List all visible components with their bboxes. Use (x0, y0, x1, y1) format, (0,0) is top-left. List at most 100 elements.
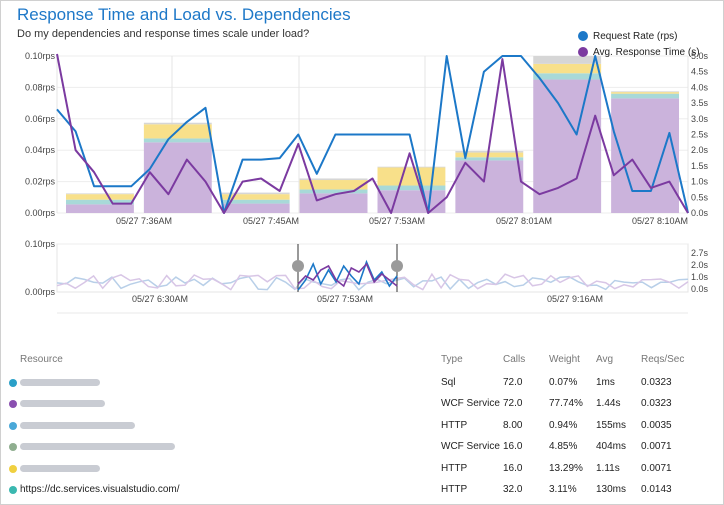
y-tick-label-right: 1.5s (691, 161, 709, 171)
overview-x-tick-label: 05/27 7:53AM (317, 294, 373, 304)
cell-type: WCF Service (441, 398, 500, 410)
y-tick-label-left: 0.04rps (25, 145, 56, 155)
cell-reqs: 0.0323 (641, 377, 672, 388)
cell-type: HTTP (441, 462, 468, 474)
bar-segment-yellow (221, 194, 290, 200)
bar-segment-purple (533, 79, 602, 213)
bar-segment-purple (455, 160, 524, 213)
main-y-axis-right: 5.0s 4.5s 4.0s 3.5s 3.0s 2.5s 2.0s 1.5s 1.0s 0.5s… (691, 51, 709, 218)
cell-reqs: 0.0071 (641, 462, 672, 474)
resource-color-dot-icon (9, 486, 17, 494)
bar-segment-grey (533, 56, 602, 64)
table-row[interactable]: Sql 72.0 0.07% 1ms 0.0323 (0, 373, 724, 393)
page-subtitle: Do my dependencies and response times sc… (17, 28, 310, 40)
table-row[interactable]: HTTP 16.0 13.29% 1.11s 0.0071 (0, 459, 724, 479)
table-row[interactable]: WCF Service 16.0 4.85% 404ms 0.0071 (0, 437, 724, 457)
bar-segment-teal (533, 73, 602, 80)
overview-y-tick-left: 0.00rps (25, 287, 56, 297)
series-line-response-time (56, 53, 689, 214)
y-tick-label-right: 1.0s (691, 177, 709, 187)
legend-dot-icon (578, 31, 588, 41)
col-header-calls[interactable]: Calls (503, 354, 526, 365)
cell-avg: 1ms (596, 377, 615, 388)
cell-reqs: 0.0143 (641, 484, 672, 495)
cell-resource: https://dc.services.visualstudio.com/ (20, 484, 180, 495)
bar-group (66, 193, 134, 213)
cell-weight: 13.29% (549, 462, 583, 474)
bar-segment-yellow (299, 180, 368, 190)
overview-y-tick-left: 0.10rps (25, 239, 56, 249)
redacted-resource-name (20, 379, 100, 386)
cell-weight: 77.74% (549, 398, 583, 410)
overview-x-axis: 05/27 6:30AM 05/27 7:53AM 05/27 9:16AM (132, 294, 603, 304)
redacted-resource-name (20, 400, 105, 408)
y-tick-label-right: 2.0s (691, 145, 709, 155)
cell-calls: 16.0 (503, 441, 523, 453)
cell-resource (20, 394, 105, 410)
overview-chart[interactable]: 0.10rps 0.00rps 2.7s 2.0s 1.0s 0.0s 05/27 6:… (0, 236, 724, 316)
overview-x-tick-label: 05/27 6:30AM (132, 294, 188, 304)
resource-color-dot-icon (9, 379, 17, 387)
overview-request-rate-faded (56, 275, 689, 291)
range-handle-right-icon[interactable] (391, 260, 403, 272)
col-header-type[interactable]: Type (441, 354, 463, 365)
cell-resource (20, 416, 135, 432)
legend-label: Avg. Response Time (s) (593, 46, 700, 58)
bar-segment-yellow (66, 194, 134, 200)
y-tick-label-right: 3.0s (691, 114, 709, 124)
redacted-resource-name (20, 443, 175, 451)
bar-segment-teal (611, 93, 679, 99)
overview-y-tick-right: 0.0s (691, 284, 709, 294)
y-tick-label-left: 0.02rps (25, 177, 56, 187)
y-tick-label-right: 0.5s (691, 192, 709, 202)
legend-item-request-rate[interactable]: Request Rate (rps) (578, 28, 700, 44)
page-title: Response Time and Load vs. Dependencies (17, 5, 351, 24)
legend: Request Rate (rps) Avg. Response Time (s… (578, 28, 700, 60)
col-header-avg[interactable]: Avg (596, 354, 614, 365)
table-header: Resource Type Calls Weight Avg Reqs/Sec (0, 354, 724, 370)
range-handle-left-icon[interactable] (292, 260, 304, 272)
table-row[interactable]: HTTP 8.00 0.94% 155ms 0.0035 (0, 416, 724, 436)
y-tick-label-left: 0.08rps (25, 82, 56, 92)
bar-segment-purple (66, 204, 134, 213)
bar-segment-teal (299, 189, 368, 194)
cell-type: HTTP (441, 419, 468, 431)
resource-color-dot-icon (9, 443, 17, 452)
col-header-weight[interactable]: Weight (549, 354, 580, 365)
cell-weight: 3.11% (549, 484, 577, 495)
bar-segment-teal (455, 157, 524, 161)
bar-segment-grey (143, 122, 212, 125)
overview-y-tick-right: 2.0s (691, 260, 709, 270)
cell-resource (20, 437, 175, 453)
x-tick-label: 05/27 7:53AM (369, 216, 425, 226)
cell-type: Sql (441, 377, 456, 388)
cell-reqs: 0.0035 (641, 419, 672, 431)
col-header-reqs[interactable]: Reqs/Sec (641, 354, 685, 365)
x-tick-label: 05/27 8:10AM (632, 216, 688, 226)
resource-color-dot-icon (9, 400, 17, 409)
bar-segment-yellow (455, 152, 524, 158)
main-chart[interactable]: 0.10rps 0.08rps 0.06rps 0.04rps 0.02rps 0.00r… (0, 0, 724, 240)
cell-calls: 72.0 (503, 377, 523, 388)
table-row[interactable]: https://dc.services.visualstudio.com/HTT… (0, 480, 724, 500)
cell-avg: 404ms (596, 441, 627, 453)
overview-selected-response-time (297, 262, 398, 288)
cell-weight: 0.07% (549, 377, 578, 388)
legend-label: Request Rate (rps) (593, 30, 678, 42)
col-header-resource[interactable]: Resource (20, 354, 63, 365)
cell-avg: 1.44s (596, 398, 621, 410)
table-row[interactable]: WCF Service 72.0 77.74% 1.44s 0.0323 (0, 394, 724, 414)
bar-segment-purple (299, 193, 368, 213)
overview-selected-request-rate (297, 259, 398, 291)
cell-avg: 130ms (596, 484, 627, 495)
overview-y-axis-left: 0.10rps 0.00rps (25, 239, 56, 297)
y-tick-label-left: 0.00rps (25, 208, 56, 218)
legend-item-response-time[interactable]: Avg. Response Time (s) (578, 44, 700, 60)
bar-segment-purple (221, 203, 290, 213)
bar-segment-grey (221, 192, 290, 195)
bar-segment-yellow (611, 92, 679, 94)
bar-segment-yellow (377, 167, 446, 186)
bar-segment-grey (377, 166, 446, 168)
y-tick-label-right: 4.5s (691, 67, 709, 77)
bar-group (143, 122, 212, 213)
